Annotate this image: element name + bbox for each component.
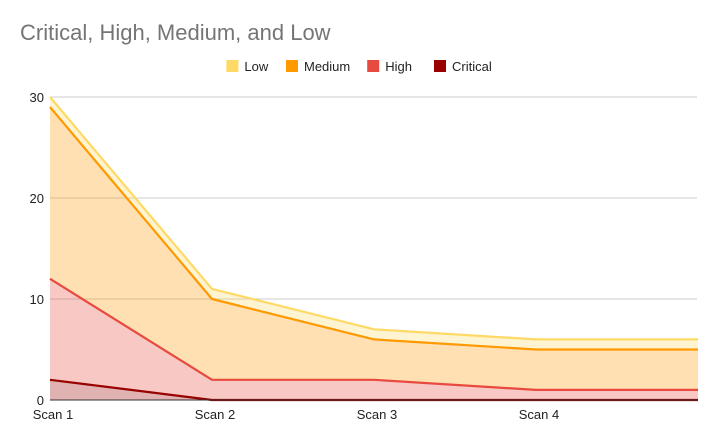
legend-label-high: High <box>385 59 412 74</box>
legend-swatch-low <box>226 60 239 72</box>
grid-layer <box>50 96 697 300</box>
y-tick-label-10: 10 <box>30 292 44 307</box>
x-tick-label-3: Scan 3 <box>357 407 397 422</box>
y-tick-label-20: 20 <box>30 191 44 206</box>
chart-title: Critical, High, Medium, and Low <box>20 20 331 45</box>
axis-layer: 0 10 20 30 Scan 1 Scan 2 Scan 3 Scan 4 <box>30 90 697 422</box>
line-high <box>49 277 698 391</box>
area-critical <box>50 379 698 400</box>
line-medium <box>49 106 698 351</box>
legend-swatch-high <box>367 60 380 72</box>
x-tick-label-4: Scan 4 <box>519 407 559 422</box>
legend-layer: Low Medium High Critical <box>226 59 492 74</box>
y-tick-label-0: 0 <box>37 393 44 408</box>
legend-swatch-medium <box>286 60 298 72</box>
line-low <box>49 96 698 341</box>
line-layer <box>49 96 698 402</box>
y-tick-label-30: 30 <box>30 90 44 105</box>
legend-swatch-critical <box>434 60 446 72</box>
x-tick-label-1: Scan 1 <box>33 407 73 422</box>
x-tick-label-2: Scan 2 <box>195 407 235 422</box>
legend-label-low: Low <box>244 59 268 74</box>
area-medium <box>50 107 698 390</box>
area-layer <box>50 97 698 400</box>
legend-label-medium: Medium <box>304 59 350 74</box>
legend-label-critical: Critical <box>452 59 492 74</box>
